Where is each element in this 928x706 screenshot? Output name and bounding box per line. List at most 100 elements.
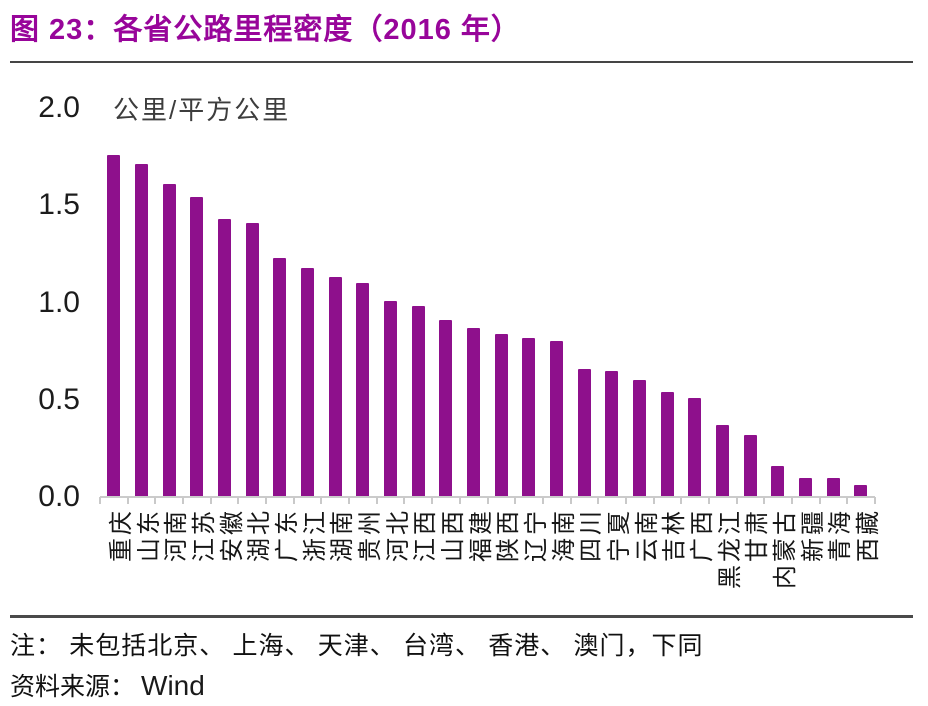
plot-area: 重庆 山东 河南 江苏 安徽 湖北 广东 浙江 湖南 贵州 河北 江西 山西 福建 陕西 辽宁 海南 四川 宁夏 云南… — [100, 108, 882, 589]
x-tick-mark — [597, 497, 600, 504]
bar-黑龙江 — [716, 425, 730, 497]
bar-slot: 四川 — [570, 108, 605, 562]
x-axis-tick-marks — [99, 497, 876, 505]
bar-slot: 安徽 — [211, 108, 246, 562]
x-tick-mark — [126, 497, 129, 504]
x-tick-mark — [790, 497, 793, 504]
bar-slot: 辽宁 — [515, 108, 550, 562]
bar-slot: 江西 — [404, 108, 439, 562]
bar-内蒙古 — [771, 465, 785, 497]
bar-slot: 吉林 — [653, 108, 688, 562]
y-tick-label: 0.0 — [38, 480, 80, 513]
bar-slot: 青海 — [819, 108, 854, 562]
bar-slot: 山西 — [432, 108, 467, 562]
bar-slot: 江苏 — [183, 108, 218, 562]
x-tick-mark — [569, 497, 572, 504]
bar-四川 — [577, 368, 591, 497]
bar-slot: 广东 — [266, 108, 301, 562]
y-tick-label: 1.0 — [38, 285, 80, 319]
x-tick-mark — [292, 497, 295, 504]
x-tick-mark — [735, 497, 738, 504]
x-axis-label: 西藏 — [854, 508, 882, 562]
bar-浙江 — [301, 267, 315, 497]
bar-山西 — [439, 320, 453, 497]
x-tick-mark — [320, 497, 323, 504]
bar-青海 — [826, 477, 840, 497]
bar-slot: 内蒙古 — [764, 108, 799, 589]
bar-山东 — [135, 164, 148, 497]
bar-福建 — [467, 327, 481, 497]
bar-slot: 海南 — [543, 108, 578, 562]
x-tick-mark — [431, 497, 434, 504]
bar-广东 — [273, 257, 287, 497]
bar-slot: 河南 — [155, 108, 190, 562]
bar-slot: 浙江 — [294, 108, 329, 562]
bar-甘肃 — [743, 434, 757, 497]
figure-source: 资料来源： Wind — [10, 667, 205, 703]
bar-slot: 新疆 — [792, 108, 827, 562]
bar-slot: 宁夏 — [598, 108, 633, 562]
bar-slot: 山东 — [128, 108, 163, 562]
y-axis-unit-label: 公里/平方公里 — [113, 95, 291, 125]
x-tick-mark — [874, 497, 876, 504]
x-tick-mark — [846, 497, 849, 504]
bar-slot: 甘肃 — [736, 108, 771, 562]
bar-湖北 — [245, 222, 259, 497]
x-tick-mark — [514, 497, 517, 504]
bar-slot: 福建 — [460, 108, 495, 562]
figure-title: 图 23：各省公路里程密度（2016 年） — [10, 14, 521, 46]
bar-西藏 — [854, 485, 868, 497]
bar-宁夏 — [605, 370, 619, 497]
bar-slot: 重庆 — [100, 108, 135, 562]
x-tick-mark — [652, 497, 655, 504]
bar-slot: 陕西 — [487, 108, 522, 562]
bar-slot: 广西 — [681, 108, 716, 562]
bar-河南 — [162, 183, 176, 497]
bar-slot: 云南 — [626, 108, 661, 562]
x-tick-mark — [403, 497, 406, 504]
bar-陕西 — [494, 333, 508, 497]
footer-divider — [10, 615, 913, 618]
y-tick-label: 1.5 — [38, 188, 80, 222]
x-tick-mark — [624, 497, 627, 504]
x-tick-mark — [680, 497, 683, 504]
y-tick-label: 2.0 — [38, 91, 80, 124]
figure-note: 注： 未包括北京、 上海、 天津、 台湾、 香港、 澳门，下同 — [10, 633, 704, 660]
x-tick-mark — [763, 497, 766, 504]
bar-slot: 西藏 — [847, 108, 882, 562]
bar-slot: 贵州 — [349, 108, 384, 562]
x-tick-mark — [265, 497, 268, 504]
x-tick-mark — [182, 497, 185, 504]
bar-江苏 — [190, 197, 204, 497]
bar-贵州 — [356, 283, 370, 497]
bar-重庆 — [107, 154, 121, 497]
x-tick-mark — [348, 497, 351, 504]
x-tick-mark — [209, 497, 212, 504]
bar-云南 — [633, 380, 647, 497]
x-tick-mark — [458, 497, 461, 504]
bar-slot: 河北 — [377, 108, 412, 562]
bar-新疆 — [799, 477, 813, 497]
title-divider — [10, 61, 913, 63]
source-label: 资料来源： — [10, 674, 136, 701]
bar-slot: 湖北 — [238, 108, 273, 562]
bar-江西 — [411, 306, 425, 497]
bar-slot: 湖南 — [321, 108, 356, 562]
bar-河北 — [384, 300, 398, 497]
y-tick-label: 0.5 — [38, 382, 80, 416]
x-tick-mark — [154, 497, 157, 504]
bar-广西 — [688, 397, 702, 497]
x-tick-mark — [486, 497, 489, 504]
bar-安徽 — [218, 218, 232, 497]
x-tick-mark — [707, 497, 710, 504]
x-tick-mark — [237, 497, 240, 504]
x-tick-mark — [818, 497, 821, 504]
bar-湖南 — [328, 277, 342, 497]
x-tick-mark — [375, 497, 378, 504]
x-tick-mark — [99, 497, 101, 504]
bar-吉林 — [660, 391, 674, 497]
bar-海南 — [550, 341, 564, 497]
bar-辽宁 — [522, 337, 536, 497]
bar-slot: 黑龙江 — [709, 108, 744, 589]
